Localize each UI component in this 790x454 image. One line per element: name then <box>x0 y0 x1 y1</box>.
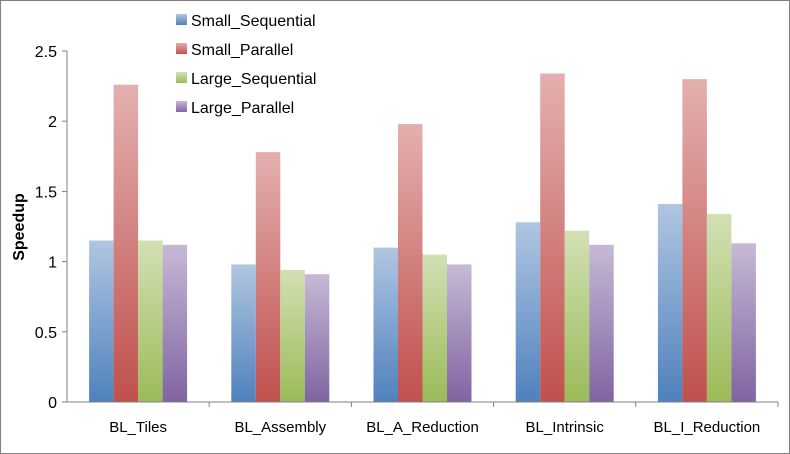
bar-large-parallel-bl-assembly <box>304 274 330 402</box>
legend-swatch-small-parallel <box>176 43 187 54</box>
y-ticks-group: 0 0.5 1 1.5 2 2.5 <box>35 44 67 412</box>
bar-large-parallel-bl-intrinsic <box>589 244 614 402</box>
bar-large-parallel-bl-i-reduction <box>731 243 756 402</box>
bar-large-sequential-bl-a-reduction <box>422 254 447 402</box>
y-tick-label: 2 <box>48 114 57 131</box>
bar-large-sequential-bl-i-reduction <box>706 213 732 402</box>
legend-label-small-sequential: Small_Sequential <box>191 13 316 30</box>
legend: Small_Sequential Small_Parallel Large_Sequ… <box>176 13 316 117</box>
x-tick-label: BL_Assembly <box>234 419 326 436</box>
bars-group <box>89 73 756 402</box>
y-tick-label: 1 <box>48 255 57 272</box>
x-ticks-group: BL_Tiles BL_Assembly BL_A_Reduction BL_Intr… <box>109 402 779 436</box>
y-tick-label: 0.5 <box>35 325 57 342</box>
bar-small-parallel-bl-a-reduction <box>398 124 423 402</box>
legend-swatch-large-parallel <box>176 101 187 112</box>
bar-small-parallel-bl-i-reduction <box>682 79 707 402</box>
legend-swatch-small-sequential <box>176 14 187 25</box>
bar-small-sequential-bl-intrinsic <box>515 222 541 402</box>
bar-small-parallel-bl-tiles <box>113 84 139 402</box>
bar-large-parallel-bl-a-reduction <box>447 264 472 402</box>
y-axis-title: Speedup <box>11 193 28 261</box>
x-tick-label: BL_I_Reduction <box>654 419 761 436</box>
bar-small-sequential-bl-assembly <box>231 264 256 402</box>
bar-large-parallel-bl-tiles <box>162 244 188 402</box>
bar-large-sequential-bl-tiles <box>138 240 163 402</box>
bar-small-sequential-bl-a-reduction <box>373 247 398 402</box>
x-tick-label: BL_A_Reduction <box>366 419 479 436</box>
y-tick-label: 0 <box>48 395 57 412</box>
bar-small-sequential-bl-tiles <box>89 240 114 402</box>
legend-label-small-parallel: Small_Parallel <box>191 42 293 59</box>
legend-label-large-parallel: Large_Parallel <box>191 100 294 117</box>
legend-swatch-large-sequential <box>176 72 187 83</box>
bar-small-parallel-bl-intrinsic <box>540 73 565 402</box>
y-tick-label: 2.5 <box>35 44 57 61</box>
legend-label-large-sequential: Large_Sequential <box>191 71 316 88</box>
y-tick-label: 1.5 <box>35 184 57 201</box>
bar-small-sequential-bl-i-reduction <box>657 204 683 402</box>
x-tick-label: BL_Intrinsic <box>526 419 605 436</box>
bar-small-parallel-bl-assembly <box>255 152 281 402</box>
bar-large-sequential-bl-assembly <box>280 270 305 402</box>
bar-large-sequential-bl-intrinsic <box>564 230 590 402</box>
x-tick-label: BL_Tiles <box>109 419 167 436</box>
